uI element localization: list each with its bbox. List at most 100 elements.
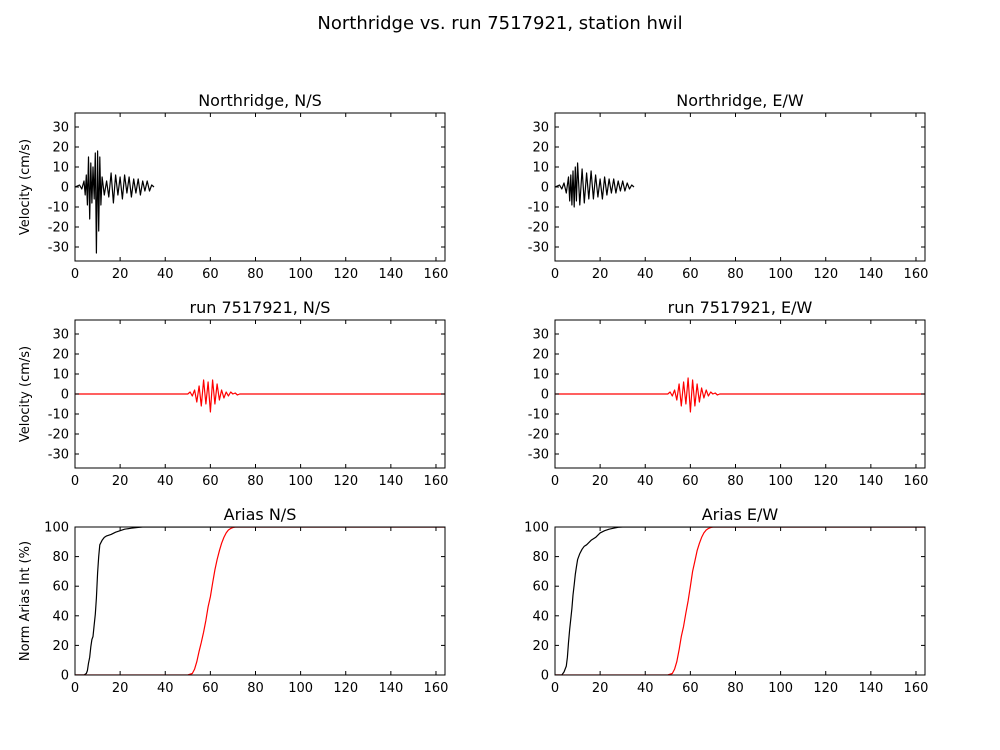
panel-middle-right: 0 20 40 60 80 100 120 140 160 -30 -20 -10 0 10 20 30 run… [528, 298, 929, 489]
x-tick-label: 140 [378, 474, 403, 489]
x-tick-label: 80 [247, 474, 264, 489]
plot-frame [554, 526, 926, 676]
y-tick-label: 30 [532, 121, 549, 136]
y-tick-label: -30 [528, 448, 549, 463]
panel-title: run 7517921, E/W [668, 298, 813, 317]
plot-frame [74, 112, 446, 262]
series-line-bottom-right-0 [555, 527, 925, 675]
y-tick-label: -20 [48, 221, 69, 236]
panel-middle-left: 0 20 40 60 80 100 120 140 160 -30 -20 -10 0 10 20 30 run… [18, 298, 448, 489]
panel-bottom-right: 0 20 40 60 80 100 120 140 160 0 20 40 60 80 100 Arias E… [524, 505, 928, 696]
x-tick-label: 120 [813, 267, 838, 282]
x-tick-label: 140 [858, 474, 883, 489]
x-tick-label: 160 [424, 474, 449, 489]
y-tick-label: -10 [48, 201, 69, 216]
x-tick-label: 120 [813, 681, 838, 696]
plot-frame [74, 526, 446, 676]
y-tick-label: -20 [528, 428, 549, 443]
panel-top-left: 0 20 40 60 80 100 120 140 160 -30 -20 -10 0 10 20 30 Nor… [18, 91, 448, 282]
y-tick-label: 40 [532, 609, 549, 624]
panel-title: Arias E/W [702, 505, 779, 524]
panel-title: Arias N/S [224, 505, 297, 524]
y-tick-label: 20 [52, 639, 69, 654]
y-axis-label: Velocity (cm/s) [18, 139, 33, 235]
y-tick-label: 30 [52, 328, 69, 343]
x-tick-label: 40 [637, 267, 654, 282]
y-tick-label: 0 [61, 181, 69, 196]
x-tick-label: 0 [71, 474, 79, 489]
y-tick-label: 0 [541, 181, 549, 196]
y-tick-label: 20 [532, 141, 549, 156]
series-line-middle-left-0 [75, 379, 445, 413]
y-tick-label: -10 [528, 408, 549, 423]
y-tick-label: 20 [52, 141, 69, 156]
series-line-bottom-left-0 [75, 527, 445, 675]
panel-title: Northridge, E/W [676, 91, 804, 110]
x-tick-label: 120 [333, 474, 358, 489]
x-tick-label: 0 [551, 474, 559, 489]
x-tick-label: 100 [768, 681, 793, 696]
y-tick-label: 10 [532, 161, 549, 176]
x-tick-label: 80 [727, 267, 744, 282]
x-tick-label: 100 [288, 681, 313, 696]
y-tick-label: 10 [52, 161, 69, 176]
y-tick-label: -20 [48, 428, 69, 443]
x-tick-label: 80 [727, 474, 744, 489]
x-tick-label: 60 [682, 267, 699, 282]
x-tick-label: 80 [247, 681, 264, 696]
x-tick-label: 80 [247, 267, 264, 282]
x-tick-label: 100 [768, 474, 793, 489]
y-tick-label: 20 [52, 348, 69, 363]
x-tick-label: 160 [904, 681, 929, 696]
panel-title: Northridge, N/S [198, 91, 322, 110]
y-tick-label: 40 [52, 609, 69, 624]
x-tick-label: 60 [682, 681, 699, 696]
series-line-middle-right-0 [555, 377, 925, 413]
figure-suptitle: Northridge vs. run 7517921, station hwil [317, 13, 682, 34]
y-tick-label: 80 [532, 550, 549, 565]
x-tick-label: 40 [637, 681, 654, 696]
x-tick-label: 0 [71, 681, 79, 696]
x-tick-label: 100 [288, 474, 313, 489]
x-tick-label: 160 [424, 267, 449, 282]
x-tick-label: 20 [112, 267, 129, 282]
y-tick-label: 10 [532, 368, 549, 383]
x-tick-label: 120 [333, 681, 358, 696]
y-axis-label: Norm Arias Int (%) [18, 541, 33, 661]
x-tick-label: 80 [727, 681, 744, 696]
y-tick-label: 30 [52, 121, 69, 136]
x-tick-label: 40 [637, 474, 654, 489]
y-tick-label: -10 [48, 408, 69, 423]
y-tick-label: 20 [532, 639, 549, 654]
y-tick-label: 20 [532, 348, 549, 363]
y-tick-label: 80 [52, 550, 69, 565]
x-tick-label: 20 [592, 267, 609, 282]
x-tick-label: 60 [202, 681, 219, 696]
y-tick-label: 60 [52, 580, 69, 595]
x-tick-label: 100 [768, 267, 793, 282]
y-tick-label: -30 [528, 241, 549, 256]
y-tick-label: 0 [541, 388, 549, 403]
x-tick-label: 40 [157, 267, 174, 282]
y-tick-label: 10 [52, 368, 69, 383]
x-tick-label: 0 [551, 681, 559, 696]
x-tick-label: 60 [202, 474, 219, 489]
x-tick-label: 160 [904, 267, 929, 282]
x-tick-label: 60 [682, 474, 699, 489]
plot-frame [554, 112, 926, 262]
series-line-top-left-0 [75, 150, 155, 254]
x-tick-label: 40 [157, 474, 174, 489]
series-line-top-right-0 [555, 162, 635, 208]
x-tick-label: 40 [157, 681, 174, 696]
x-tick-label: 0 [71, 267, 79, 282]
x-tick-label: 120 [813, 474, 838, 489]
panel-bottom-left: 0 20 40 60 80 100 120 140 160 0 20 40 60 80 100 Arias N… [18, 505, 448, 696]
y-tick-label: -10 [528, 201, 549, 216]
x-tick-label: 140 [378, 681, 403, 696]
y-tick-label: 60 [532, 580, 549, 595]
x-tick-label: 120 [333, 267, 358, 282]
x-tick-label: 160 [424, 681, 449, 696]
x-tick-label: 0 [551, 267, 559, 282]
x-tick-label: 20 [112, 681, 129, 696]
